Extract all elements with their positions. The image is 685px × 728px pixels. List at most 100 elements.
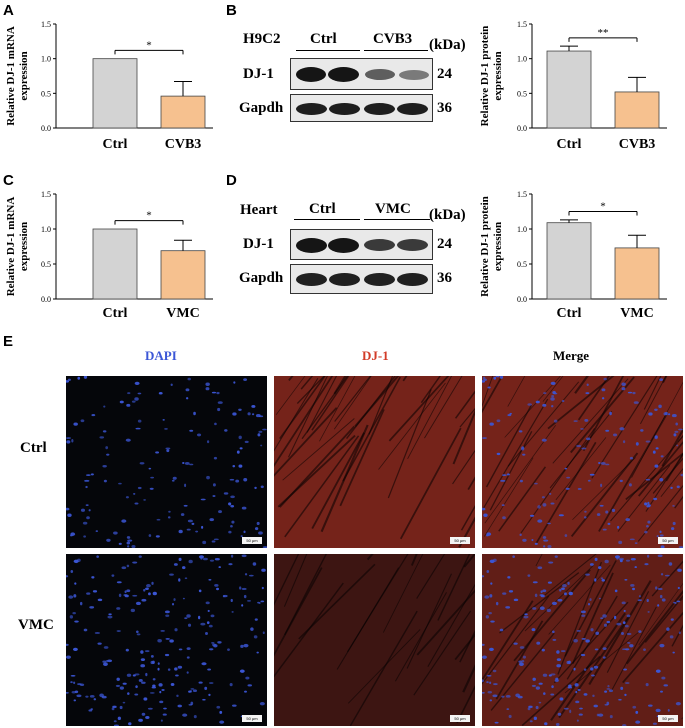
if-image-ctrl-merge: 50 μm (482, 376, 683, 548)
band (397, 103, 428, 115)
y-tick-label: 1.0 (41, 55, 51, 64)
y-tick-label: 1.0 (41, 225, 51, 234)
y-tick-label: 0.0 (517, 295, 527, 304)
panel-letter-a: A (3, 2, 14, 19)
chart-c-svg: 0.0 0.5 1.0 1.5 Relative DJ-1 mRNAexpression… (5, 190, 213, 321)
blot-b-protein-dj1: DJ-1 (243, 66, 274, 82)
category-label: Ctrl (103, 137, 128, 152)
panel-letter-b: B (226, 2, 237, 19)
category-label: CVB3 (619, 137, 656, 152)
micrograph (66, 376, 267, 548)
panel-letter-e: E (3, 333, 14, 350)
blot-b-cell-label: H9C2 (243, 31, 281, 47)
significance-marker: * (146, 39, 152, 51)
band (397, 239, 428, 251)
significance-marker: * (600, 201, 606, 213)
scale-bar: 50 μm (242, 715, 262, 722)
category-label: Ctrl (557, 306, 582, 321)
blot-d-protein-gapdh: Gapdh (239, 270, 284, 286)
blot-d-group-vmc: VMC (375, 201, 411, 217)
blot-b-kda-dj1: 24 (437, 66, 452, 82)
micrograph (482, 376, 683, 548)
y-tick-label: 1.5 (41, 190, 51, 199)
band (365, 69, 395, 80)
bar-ctrl (546, 50, 592, 129)
blot-d-kda-gapdh: 36 (437, 270, 452, 286)
chart-d: 0.0 0.5 1.0 1.5 Relative DJ-1 proteinexpress… (470, 170, 685, 330)
blot-b-dj1-membrane (290, 58, 433, 90)
if-image-vmc-merge: 50 μm (482, 554, 683, 726)
band (296, 103, 327, 115)
y-tick-label: 0.5 (517, 260, 527, 269)
y-tick-label: 0.5 (41, 260, 51, 269)
category-label: VMC (620, 306, 653, 321)
chart-b: 0.0 0.5 1.0 1.5 Relative DJ-1 proteinexpress… (470, 0, 685, 165)
y-tick-label: 0.5 (41, 89, 51, 98)
y-tick-label: 0.5 (517, 89, 527, 98)
category-label: Ctrl (557, 137, 582, 152)
blot-b-unit: (kDa) (429, 37, 466, 53)
row-label-vmc: VMC (18, 617, 54, 633)
blot-d-kda-dj1: 24 (437, 236, 452, 252)
chart-c: 0.0 0.5 1.0 1.5 Relative DJ-1 mRNAexpression… (0, 170, 235, 330)
if-image-vmc-dj1: 50 μm (274, 554, 475, 726)
y-tick-label: 1.5 (41, 20, 51, 29)
panel-letter-c: C (3, 172, 14, 189)
bar-ctrl (546, 222, 592, 300)
scale-bar: 50 μm (658, 537, 678, 544)
col-header-dj1: DJ-1 (362, 348, 389, 363)
band (399, 70, 429, 80)
row-label-ctrl: Ctrl (20, 440, 47, 456)
y-tick-label: 1.0 (517, 55, 527, 64)
blot-d-protein-dj1: DJ-1 (243, 236, 274, 252)
micrograph (66, 554, 266, 726)
band (329, 273, 360, 286)
band (328, 238, 359, 253)
y-axis-label: Relative DJ-1 proteinexpression (479, 26, 504, 127)
blot-b-group-cvb3: CVB3 (373, 31, 413, 47)
col-header-merge: Merge (553, 348, 590, 363)
blot-d-group-ctrl: Ctrl (309, 201, 336, 217)
blot-d-gapdh-membrane (290, 264, 433, 294)
band (364, 239, 395, 251)
blot-b-protein-gapdh: Gapdh (239, 100, 284, 116)
chart-a-svg: 0.0 0.5 1.0 1.5 Relative DJ-1 mRNAexpression… (5, 20, 213, 152)
chart-a: 0.0 0.5 1.0 1.5 Relative DJ-1 mRNAexpression… (0, 0, 235, 165)
scale-bar: 50 μm (450, 715, 470, 722)
y-axis-label: Relative DJ-1 mRNAexpression (5, 26, 30, 126)
band (397, 273, 428, 286)
band (364, 103, 395, 115)
band (328, 67, 359, 82)
category-label: Ctrl (103, 306, 128, 321)
blot-d-vmc-underline (364, 219, 430, 220)
blot-d-dj1-membrane (290, 229, 433, 260)
blot-b-cvb3-underline (364, 50, 428, 51)
bar-ctrl (92, 58, 138, 129)
bar-vmc (614, 247, 660, 300)
chart-d-svg: 0.0 0.5 1.0 1.5 Relative DJ-1 proteinexpress… (479, 190, 667, 321)
bar-vmc (160, 250, 206, 300)
bar-ctrl (92, 228, 138, 300)
bar-cvb3 (614, 91, 660, 129)
if-image-ctrl-dj1: 50 μm (274, 376, 475, 548)
y-axis-label: Relative DJ-1 proteinexpression (479, 196, 504, 297)
blot-d-unit: (kDa) (429, 207, 466, 223)
band (296, 238, 327, 253)
bar-cvb3 (160, 95, 206, 129)
y-tick-label: 1.5 (517, 190, 527, 199)
blot-b-group-ctrl: Ctrl (310, 31, 337, 47)
band (296, 273, 327, 286)
category-label: CVB3 (165, 137, 202, 152)
category-label: VMC (166, 306, 199, 321)
micrograph (274, 554, 475, 726)
blot-b-ctrl-underline (296, 50, 360, 51)
band (329, 103, 360, 115)
y-tick-label: 1.0 (517, 225, 527, 234)
blot-b-gapdh-membrane (290, 94, 433, 122)
if-image-vmc-dapi: 50 μm (66, 554, 267, 726)
y-tick-label: 1.5 (517, 20, 527, 29)
y-axis-label: Relative DJ-1 mRNAexpression (5, 197, 30, 297)
micrograph (482, 554, 683, 726)
y-tick-label: 0.0 (41, 295, 51, 304)
significance-marker: ** (598, 27, 609, 39)
